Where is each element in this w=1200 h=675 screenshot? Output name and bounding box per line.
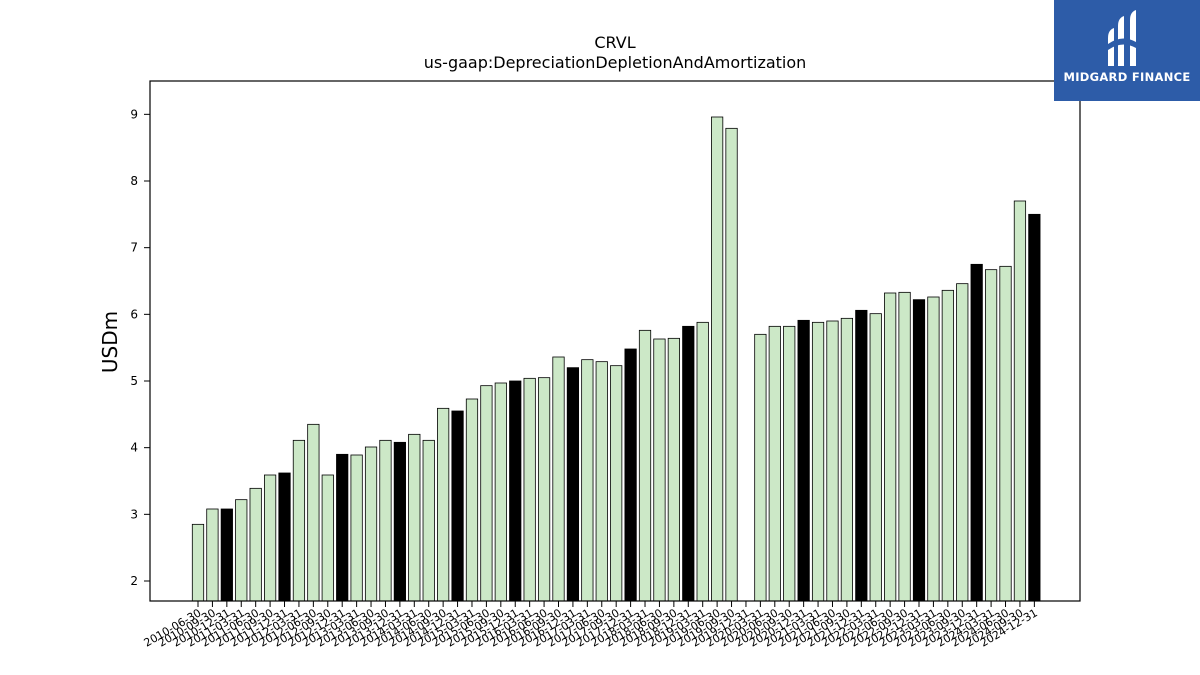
bar-2012-06-30: [307, 423, 320, 602]
y-tick-label: 6: [130, 307, 138, 321]
bar-2010-06-30: [191, 523, 205, 602]
bar-2020-09-30: [783, 325, 796, 602]
y-tick-label: 4: [130, 441, 138, 455]
bar-2016-09-30: [552, 356, 565, 602]
bar-2015-03-31: [465, 398, 479, 602]
bar-2014-12-31: [451, 410, 464, 602]
bar-2016-06-30: [537, 377, 551, 602]
brand-name: MIDGARD FINANCE: [1063, 70, 1191, 84]
y-tick-label: 8: [130, 174, 138, 188]
bar-2017-12-31: [624, 348, 637, 602]
bar-2020-06-30: [768, 325, 781, 602]
y-tick-label: 9: [130, 107, 138, 121]
bar-2020-12-31: [797, 319, 810, 602]
bar-2013-12-31: [393, 441, 406, 602]
bar-2024-06-30: [999, 265, 1012, 602]
bar-2022-09-30: [898, 291, 911, 602]
bar-2021-03-31: [811, 321, 825, 602]
bar-2019-03-31: [696, 321, 709, 602]
bar-2018-12-31: [682, 325, 695, 602]
bar-2018-09-30: [667, 337, 680, 602]
bar-2019-09-30: [725, 127, 738, 602]
bar-2014-03-31: [408, 433, 421, 602]
bar-2017-09-30: [610, 365, 623, 602]
bar-2021-12-31: [855, 309, 868, 602]
bar-2020-03-31: [754, 333, 767, 602]
bar-2015-12-31: [509, 380, 522, 602]
bar-2015-06-30: [480, 385, 493, 602]
y-tick-label: 5: [130, 374, 138, 388]
y-axis-label: USDm: [98, 311, 122, 373]
bar-2013-06-30: [364, 446, 378, 602]
midgard-finance-logo: MIDGARD FINANCE: [1054, 0, 1200, 101]
bar-2017-03-31: [581, 359, 594, 602]
bar-2021-09-30: [840, 317, 854, 602]
y-tick-label: 2: [130, 574, 138, 588]
bar-2016-03-31: [523, 377, 536, 602]
bar-2014-06-30: [422, 439, 435, 602]
bar-2011-12-31: [278, 472, 291, 602]
bar-2023-12-31: [970, 263, 983, 602]
bar-2024-12-31: [1028, 213, 1041, 602]
bar-2014-09-30: [437, 407, 450, 602]
bar-2023-09-30: [956, 283, 969, 602]
plot-frame: [149, 80, 1081, 602]
y-tick-label: 7: [130, 241, 138, 255]
bar-2022-06-30: [884, 292, 897, 602]
bars-group: [191, 116, 1041, 602]
bar-2012-03-31: [292, 439, 306, 602]
bar-2021-06-30: [826, 320, 839, 602]
bar-2017-06-30: [595, 361, 608, 602]
bar-2022-03-31: [869, 313, 882, 602]
bar-2011-03-31: [235, 499, 248, 602]
bar-2011-06-30: [249, 487, 262, 602]
bar-2019-06-30: [711, 116, 724, 602]
bar-2010-09-30: [206, 508, 219, 602]
bar-2018-06-30: [653, 338, 666, 602]
chart-subtitle: us-gaap:DepreciationDepletionAndAmortiza…: [424, 53, 807, 72]
y-axis: 2 3 4 5 6 7 8 9: [130, 107, 150, 588]
bar-2012-12-31: [336, 453, 349, 602]
bar-2018-03-31: [638, 329, 652, 602]
bar-2013-09-30: [379, 439, 392, 602]
y-tick-label: 3: [130, 507, 138, 521]
bar-2023-06-30: [941, 289, 954, 602]
chart-title: CRVL: [594, 33, 635, 52]
bar-2022-12-31: [912, 299, 926, 602]
bar-2013-03-31: [350, 454, 363, 602]
bar-2024-03-31: [985, 269, 998, 602]
bar-2011-09-30: [263, 474, 277, 602]
bar-2024-09-30: [1013, 200, 1027, 602]
bar-2016-12-31: [566, 367, 580, 602]
bar-2010-12-31: [220, 508, 233, 602]
x-axis: 2010-06-302010-09-302010-12-312011-03-31…: [142, 601, 1040, 650]
bar-2015-09-30: [494, 382, 507, 602]
bar-2012-09-30: [321, 474, 334, 602]
bar-2023-03-31: [927, 296, 940, 602]
midgard-logo-icon: [1108, 10, 1136, 66]
